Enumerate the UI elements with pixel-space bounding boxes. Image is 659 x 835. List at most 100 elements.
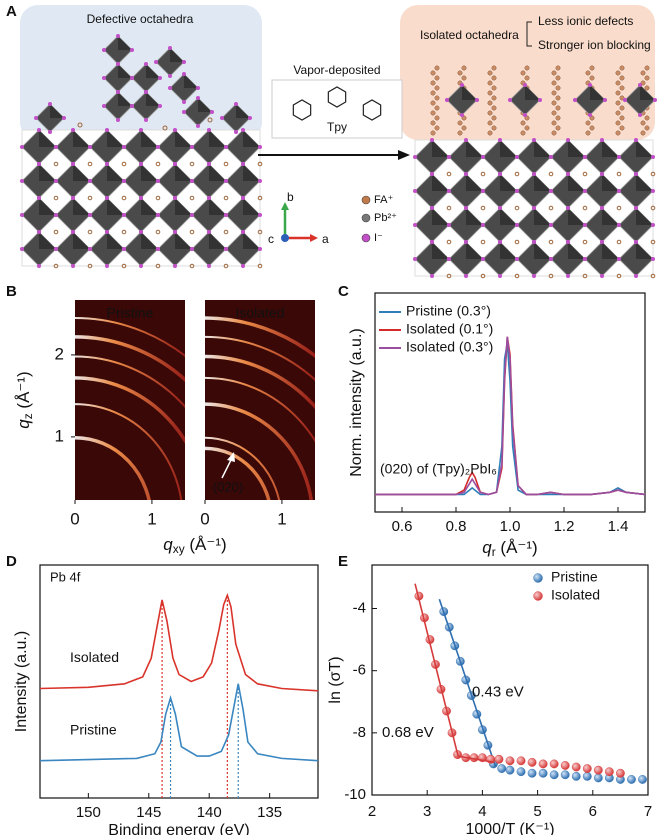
iodide xyxy=(158,76,162,80)
diagram-label: Isolated octahedra xyxy=(420,28,519,42)
fa-cation xyxy=(155,263,161,269)
tpy-bead xyxy=(461,115,467,121)
octahedron-face xyxy=(466,140,483,157)
octahedron-face xyxy=(500,174,517,191)
tpy-bead xyxy=(555,85,561,91)
iodide xyxy=(475,98,479,102)
iodide xyxy=(190,213,194,217)
iodide xyxy=(182,100,186,104)
x-tick-label: 1.0 xyxy=(500,518,521,535)
octahedron-face xyxy=(198,98,212,112)
fa-cation xyxy=(446,205,452,211)
y-axis-label: Norm. intensity (a.u.) xyxy=(348,328,365,476)
iodide xyxy=(447,223,451,227)
x-tick-label: 5 xyxy=(533,803,541,820)
tpy-bead xyxy=(589,115,595,121)
iodide xyxy=(224,179,228,183)
y-tick-label: -6 xyxy=(353,662,366,679)
iodide xyxy=(430,138,434,142)
fa-cation xyxy=(223,161,229,167)
iodide xyxy=(447,257,451,261)
tpy-bead xyxy=(615,120,621,126)
iodide xyxy=(638,83,642,87)
tpy-bead xyxy=(555,95,561,101)
tpy-bead xyxy=(585,70,591,76)
fa-cation xyxy=(162,125,168,131)
iodide xyxy=(508,98,512,102)
iodide xyxy=(196,96,200,100)
iodide xyxy=(413,189,417,193)
iodide xyxy=(122,247,126,251)
data-point xyxy=(549,770,559,780)
panel-letter: D xyxy=(6,553,17,570)
iodide xyxy=(515,257,519,261)
octahedron-face xyxy=(602,242,619,259)
plot-frame xyxy=(371,564,649,796)
tpy-bead xyxy=(640,120,646,126)
fa-cation xyxy=(514,273,520,279)
legend-label: Pristine (0.3°) xyxy=(406,303,491,319)
iodide xyxy=(88,213,92,217)
octahedron-face xyxy=(107,232,124,249)
iodide xyxy=(248,116,252,120)
fa-cation xyxy=(582,171,588,177)
iodide xyxy=(224,213,228,217)
iodide xyxy=(139,128,143,132)
octahedron-face xyxy=(432,208,449,225)
tpy-bead xyxy=(491,75,497,81)
iodide xyxy=(600,172,604,176)
iodide xyxy=(464,138,468,142)
iodide xyxy=(168,74,172,78)
iodide xyxy=(62,116,66,120)
iodide xyxy=(623,98,627,102)
iodide xyxy=(139,162,143,166)
iodide xyxy=(258,247,262,251)
tpy-bead xyxy=(619,115,625,121)
iodide xyxy=(481,223,485,227)
detector-image xyxy=(205,300,315,500)
data-point xyxy=(516,756,526,766)
data-point xyxy=(505,765,515,775)
data-point xyxy=(538,768,548,778)
iodide xyxy=(116,34,120,38)
tpy-bead xyxy=(487,110,493,116)
diagram-label: Defective octahedra xyxy=(87,12,194,26)
iodide xyxy=(515,155,519,159)
octahedron-face xyxy=(432,174,449,191)
iodide xyxy=(464,206,468,210)
tpy-bead xyxy=(524,75,530,81)
iodide xyxy=(460,83,464,87)
label-unit: (Å⁻¹) xyxy=(185,535,227,554)
iodide xyxy=(566,138,570,142)
fa-cation xyxy=(207,117,213,123)
tpy-bead xyxy=(615,90,621,96)
iodide xyxy=(573,98,577,102)
diffraction-ring xyxy=(205,436,281,500)
iodide xyxy=(144,62,148,66)
fa-cation xyxy=(582,205,588,211)
iodide xyxy=(190,247,194,251)
iodide xyxy=(634,206,638,210)
iodide xyxy=(566,172,570,176)
x-tick-label: 4 xyxy=(478,803,486,820)
fa-cation xyxy=(121,229,127,235)
fa-cation xyxy=(155,229,161,235)
iodide xyxy=(603,98,607,102)
label-subscript: z xyxy=(21,413,35,419)
label-unit: (Å⁻¹) xyxy=(14,371,33,413)
iodide xyxy=(566,274,570,278)
ring xyxy=(362,99,382,121)
series-label: Pristine xyxy=(70,721,117,737)
iodide xyxy=(600,138,604,142)
tpy-bead xyxy=(430,70,436,76)
iodide xyxy=(210,110,214,114)
octahedron-face xyxy=(141,164,158,181)
fa-cation xyxy=(257,263,263,269)
tpy-bead xyxy=(430,80,436,86)
fa-cation xyxy=(616,171,622,177)
iodide xyxy=(168,46,172,50)
iodide xyxy=(634,172,638,176)
iodide xyxy=(173,196,177,200)
iodide xyxy=(196,86,200,90)
octahedron-face xyxy=(243,232,260,249)
